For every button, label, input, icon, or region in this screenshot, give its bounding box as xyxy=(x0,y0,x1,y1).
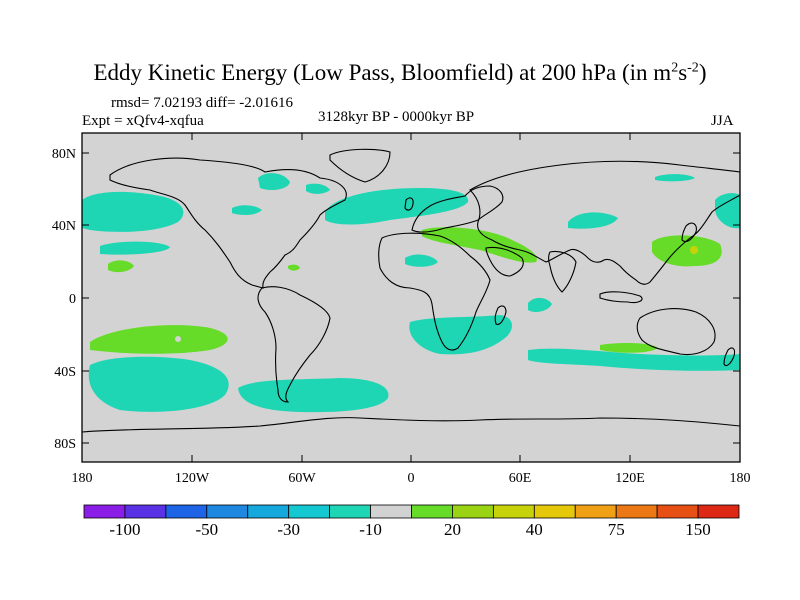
colorbar-label: 20 xyxy=(444,520,461,539)
lat-label-40s: 40S xyxy=(54,365,76,380)
colorbar-swatch xyxy=(492,504,535,519)
anomaly-region-north-atlantic xyxy=(325,188,469,225)
colorbar-swatch xyxy=(83,504,126,519)
anomaly-region-south-pacific xyxy=(88,356,229,412)
lat-label-0: 0 xyxy=(69,292,76,307)
lat-label-40n: 40N xyxy=(52,219,76,234)
anomaly-region-west-pacific xyxy=(652,235,722,267)
lon-label-120e: 120E xyxy=(615,471,645,486)
coastline-japan xyxy=(681,222,697,243)
colorbar-swatch xyxy=(574,504,617,519)
colorbar-labels: -100 -50 -30 -10 20 40 75 150 xyxy=(109,520,710,539)
colorbar-swatch xyxy=(165,504,208,519)
lon-label-180e: 180 xyxy=(730,471,751,486)
coastline-madagascar xyxy=(494,305,507,325)
anomaly-region-middle-east xyxy=(422,227,537,263)
anomaly-region-north-russia xyxy=(568,212,618,229)
coastline-antarctica xyxy=(82,417,740,433)
coastline-uk xyxy=(404,197,414,211)
anomaly-region-hawaii xyxy=(108,260,134,273)
anomaly-fields xyxy=(82,148,740,433)
anomaly-region-south-indian xyxy=(528,348,740,371)
plot-title: Eddy Kinetic Energy (Low Pass, Bloomfiel… xyxy=(93,60,707,85)
anomaly-region-subtropical-atlantic xyxy=(288,264,300,271)
coastline-greenland xyxy=(329,148,391,183)
colorbar-label: -100 xyxy=(109,520,140,539)
season-label: JJA xyxy=(711,113,734,129)
lon-label-60w: 60W xyxy=(288,471,316,486)
anomaly-region-southern-ocean xyxy=(238,378,389,413)
anomaly-region-hudson xyxy=(306,183,330,194)
coastline-new-zealand xyxy=(723,347,736,367)
colorbar-swatch xyxy=(247,504,290,519)
anomaly-region-south-indian-green xyxy=(600,343,658,353)
coastline-australia xyxy=(636,308,716,356)
anomaly-peak-south-pacific xyxy=(175,336,181,342)
period-label: 3128kyr BP - 0000kyr BP xyxy=(318,109,475,125)
rmsd-diff-stats: rmsd= 7.02193 diff= -2.01616 xyxy=(111,95,294,111)
colorbar-label: 75 xyxy=(608,520,625,539)
lon-label-120w: 120W xyxy=(175,471,210,486)
anomaly-peak-pacific xyxy=(690,246,698,254)
colorbar-swatch xyxy=(288,504,331,519)
colorbar-label: -50 xyxy=(195,520,218,539)
coastline-asia xyxy=(469,160,740,285)
coastline-africa xyxy=(378,232,491,351)
colorbar-swatch xyxy=(656,504,699,519)
colorbar-label: 40 xyxy=(526,520,543,539)
anomaly-region-subtropical-south-pacific xyxy=(90,325,228,354)
coastline-india xyxy=(547,250,577,293)
colorbar-label: 150 xyxy=(685,520,711,539)
colorbar xyxy=(83,504,740,519)
coastline-arabia xyxy=(485,246,524,277)
anomaly-region-south-atlantic-ne xyxy=(528,297,552,312)
coastline-europe xyxy=(411,185,504,233)
lon-label-0: 0 xyxy=(408,471,415,486)
lat-label-80s: 80S xyxy=(54,437,76,452)
anomaly-region-canada xyxy=(258,173,290,190)
anomaly-region-mid-atlantic xyxy=(405,254,438,267)
lat-label-80n: 80N xyxy=(52,147,76,162)
coastline-south-america xyxy=(257,286,331,403)
colorbar-swatch xyxy=(370,504,412,519)
colorbar-swatch xyxy=(533,504,576,519)
anomaly-region-central-pacific xyxy=(100,241,170,255)
colorbar-swatch xyxy=(411,504,453,519)
lon-label-60e: 60E xyxy=(509,471,532,486)
colorbar-swatch xyxy=(697,504,740,519)
anomaly-region-south-atlantic xyxy=(409,315,512,355)
lon-label-180w: 180 xyxy=(72,471,93,486)
coastline-north-america xyxy=(109,157,347,289)
colorbar-swatch xyxy=(452,504,494,519)
anomaly-region-east-canada xyxy=(232,205,262,215)
colorbar-swatch xyxy=(329,504,371,519)
experiment-label: Expt = xQfv4-xqfua xyxy=(82,113,204,129)
colorbar-swatch xyxy=(124,504,167,519)
colorbar-swatch xyxy=(206,504,249,519)
coastline-indonesia xyxy=(599,291,643,304)
colorbar-swatch xyxy=(615,504,658,519)
anomaly-region-arctic-east xyxy=(655,174,695,182)
colorbar-label: -10 xyxy=(359,520,382,539)
anomaly-region-north-pacific-east xyxy=(715,193,740,229)
colorbar-label: -30 xyxy=(277,520,300,539)
anomaly-region-ne-pacific xyxy=(82,191,184,232)
